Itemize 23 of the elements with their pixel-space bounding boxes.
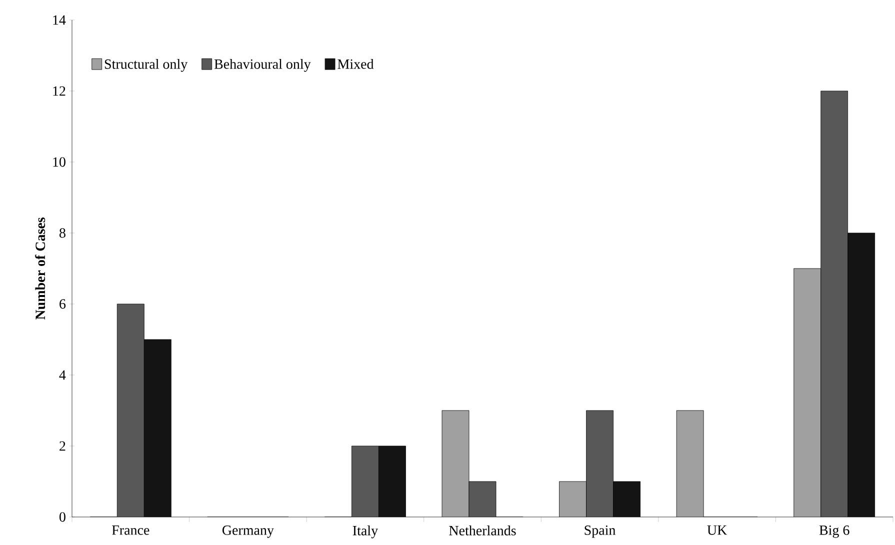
y-tick-label: 4 <box>59 370 66 380</box>
y-tick-label: 8 <box>60 228 66 238</box>
legend-label: Structural only <box>104 58 188 72</box>
x-tick-label: Italy <box>352 526 378 538</box>
x-tick-label: UK <box>707 526 728 535</box>
bar <box>144 339 172 517</box>
y-tick-label: 0 <box>60 512 66 522</box>
bar <box>848 232 876 517</box>
y-tick-label: 6 <box>60 299 66 309</box>
x-tick-label: France <box>112 526 150 535</box>
y-tick-label: 12 <box>53 86 66 96</box>
x-tick-label: Netherlands <box>449 526 516 536</box>
y-axis-title: Number of Cases <box>35 218 46 320</box>
bar <box>613 481 640 517</box>
legend-label: Behavioural only <box>214 58 311 72</box>
x-tick-label: Germany <box>222 526 274 538</box>
x-tick-label: Big 6 <box>819 526 850 538</box>
legend-label: Mixed <box>338 58 374 69</box>
y-tick-label: 10 <box>53 157 66 167</box>
bar <box>378 446 406 517</box>
x-tick-label: Spain <box>584 526 616 538</box>
y-tick-label: 14 <box>53 15 66 25</box>
y-tick-label: 2 <box>60 441 66 451</box>
